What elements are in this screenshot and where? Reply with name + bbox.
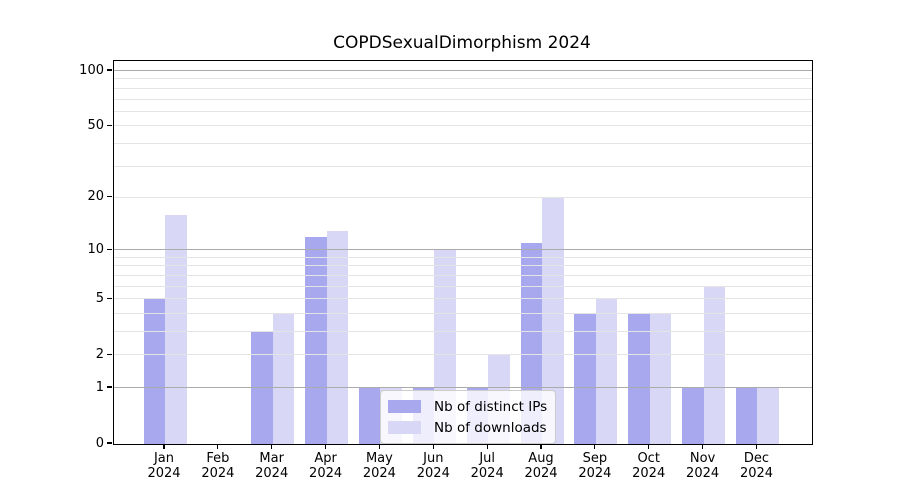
x-tick-label-apr: Apr 2024 — [309, 451, 343, 481]
gridline-50 — [114, 125, 812, 127]
x-tick-mark-oct — [648, 444, 650, 449]
x-tick-mark-mar — [271, 444, 273, 449]
y-tick-mark-5 — [107, 297, 112, 299]
gridline-70 — [114, 98, 812, 100]
distinct-ips-swatch — [388, 400, 421, 413]
x-tick-label-dec: Dec 2024 — [739, 451, 774, 481]
y-tick-mark-1 — [107, 386, 112, 388]
legend-row-distinct-ips: Nb of distinct IPs — [388, 396, 547, 417]
bar-downloads-aug — [542, 197, 564, 444]
bar-downloads-sep — [595, 299, 618, 444]
y-tick-label-1: 1 — [95, 379, 104, 395]
gridline-20 — [114, 196, 812, 198]
x-tick-label-jul: Jul 2024 — [470, 451, 504, 481]
gridline-3 — [114, 331, 812, 332]
legend-label-downloads: Nb of downloads — [434, 419, 547, 436]
x-tick-mark-aug — [540, 444, 542, 449]
y-tick-label-5: 5 — [95, 290, 104, 306]
y-tick-label-10: 10 — [87, 241, 104, 257]
gridline-30 — [114, 165, 812, 167]
legend-label-distinct-ips: Nb of distinct IPs — [434, 398, 548, 415]
x-tick-label-jun: Jun 2024 — [416, 451, 450, 481]
bar-downloads-dec — [757, 388, 779, 444]
x-tick-label-sep: Sep 2024 — [578, 451, 612, 481]
gridline-2 — [114, 354, 812, 356]
plot-area: Nb of distinct IPs Nb of downloads — [113, 60, 813, 445]
x-tick-mark-sep — [594, 444, 596, 449]
x-tick-label-oct: Oct 2024 — [632, 451, 666, 481]
chart-legend: Nb of distinct IPs Nb of downloads — [380, 390, 557, 444]
x-tick-mark-dec — [755, 444, 758, 449]
bar-distinct-ips-dec — [735, 388, 758, 444]
x-tick-mark-apr — [325, 444, 327, 449]
gridline-6 — [114, 285, 812, 287]
gridline-80 — [114, 87, 812, 89]
bar-distinct-ips-apr — [305, 236, 327, 444]
bar-distinct-ips-oct — [628, 313, 650, 444]
gridline-10 — [114, 249, 812, 251]
x-tick-label-jan: Jan 2024 — [147, 451, 181, 481]
y-tick-label-2: 2 — [95, 346, 104, 362]
bar-distinct-ips-nov — [682, 388, 704, 444]
bar-distinct-ips-sep — [574, 313, 596, 444]
bar-distinct-ips-jan — [143, 299, 165, 444]
y-tick-mark-20 — [107, 196, 112, 198]
bar-downloads-apr — [326, 230, 349, 444]
x-tick-mark-jan — [163, 444, 165, 449]
gridline-8 — [114, 265, 812, 267]
gridline-5 — [114, 298, 812, 300]
x-tick-mark-jul — [486, 444, 488, 449]
x-tick-label-may: May 2024 — [362, 451, 396, 481]
y-tick-label-100: 100 — [79, 62, 104, 78]
gridline-90 — [114, 78, 812, 80]
x-tick-label-nov: Nov 2024 — [686, 451, 720, 481]
x-tick-label-feb: Feb 2024 — [201, 451, 235, 481]
y-tick-label-20: 20 — [87, 189, 104, 205]
legend-row-downloads: Nb of downloads — [388, 417, 547, 438]
chart-title: COPDSexualDimorphism 2024 — [333, 33, 591, 53]
downloads-swatch — [388, 421, 421, 434]
x-tick-mark-feb — [217, 444, 219, 449]
gridline-9 — [114, 256, 812, 258]
bar-downloads-oct — [649, 313, 672, 444]
gridline-4 — [114, 312, 812, 314]
bar-downloads-nov — [703, 286, 726, 444]
y-tick-mark-50 — [107, 124, 112, 126]
x-tick-mark-jun — [432, 444, 434, 449]
gridline-7 — [114, 274, 812, 276]
x-tick-label-aug: Aug 2024 — [524, 451, 558, 481]
gridline-1 — [114, 387, 812, 388]
gridline-60 — [114, 110, 812, 112]
gridline-40 — [114, 142, 812, 144]
y-tick-mark-10 — [107, 248, 112, 250]
y-tick-mark-0 — [107, 442, 112, 444]
bar-distinct-ips-may — [358, 388, 381, 444]
x-tick-mark-may — [378, 444, 380, 449]
y-tick-mark-2 — [107, 353, 112, 355]
x-tick-label-mar: Mar 2024 — [255, 451, 289, 481]
x-tick-mark-nov — [702, 444, 704, 449]
y-tick-label-50: 50 — [87, 117, 104, 133]
bar-downloads-jan — [165, 215, 187, 444]
gridline-100 — [114, 70, 812, 71]
y-tick-mark-100 — [107, 69, 112, 71]
y-tick-label-0: 0 — [95, 435, 104, 451]
bar-downloads-mar — [272, 313, 295, 444]
bar-distinct-ips-mar — [251, 332, 273, 444]
